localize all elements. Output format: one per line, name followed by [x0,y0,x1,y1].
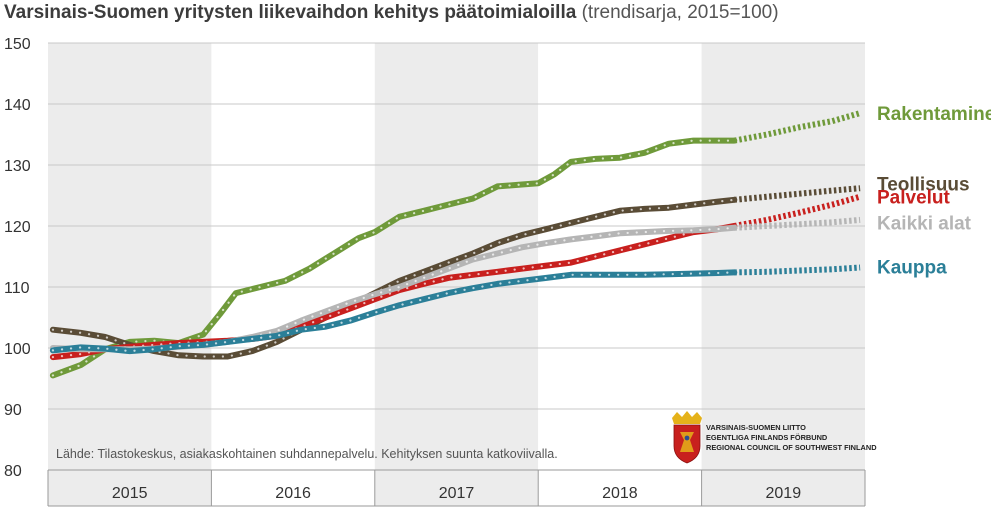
chart-title: Varsinais-Suomen yritysten liikevaihdon … [4,2,779,24]
y-tick-label-150: 150 [4,36,31,53]
logo-line-1: VARSINAIS-SUOMEN LIITTO [706,423,806,432]
series-forecast-rakentaminen [733,110,861,144]
series-forecast-kaikki-alat [734,216,861,231]
x-tick-label-2018: 2018 [602,485,638,502]
series-forecast-palvelut [733,193,861,229]
logo-line-3: REGIONAL COUNCIL OF SOUTHWEST FINLAND [706,443,877,452]
y-tick-label-80: 80 [4,463,22,480]
y-tick-label-110: 110 [4,280,30,297]
series-label-teollisuus: Teollisuus [877,174,970,195]
y-axis-ticks: 80 90 100 110 120 130 140 150 [4,36,31,480]
y-tick-label-140: 140 [4,97,31,114]
logo: VARSINAIS-SUOMEN LIITTO EGENTLIGA FINLAN… [672,411,877,464]
y-tick-label-100: 100 [4,341,31,358]
series-label-rakentaminen: Rakentaminen [877,104,991,125]
source-note: Lähde: Tilastokeskus, asiakaskohtainen s… [56,447,558,461]
x-tick-label-2017: 2017 [439,485,475,502]
year-band-2015 [48,43,212,506]
series-dots-kauppa [51,271,736,353]
series-teollisuus [49,185,861,360]
series-kauppa [49,264,861,355]
x-tick-label-2015: 2015 [112,485,148,502]
chart-title-main: Varsinais-Suomen yritysten liikevaihdon … [4,2,577,23]
series-forecast-kauppa [734,264,861,276]
chart-title-sub: (trendisarja, 2015=100) [581,2,779,23]
y-tick-label-120: 120 [4,219,31,236]
x-axis: 2015 2016 2017 2018 2019 [47,469,866,507]
series-line-teollisuus [49,196,738,360]
x-tick-label-2019: 2019 [766,485,802,502]
y-tick-label-90: 90 [4,402,22,419]
series-label-palvelut: Palvelut [877,188,951,209]
logo-line-2: EGENTLIGA FINLANDS FÖRBUND [706,433,828,442]
series-forecast-teollisuus [734,185,861,203]
coat-of-arms-icon [672,411,702,464]
x-tick-label-2016: 2016 [275,485,311,502]
series-label-kaikki-alat: Kaikki alat [877,213,972,234]
y-tick-label-130: 130 [4,158,31,175]
series-label-kauppa: Kauppa [877,257,947,278]
series-lines [49,110,861,379]
